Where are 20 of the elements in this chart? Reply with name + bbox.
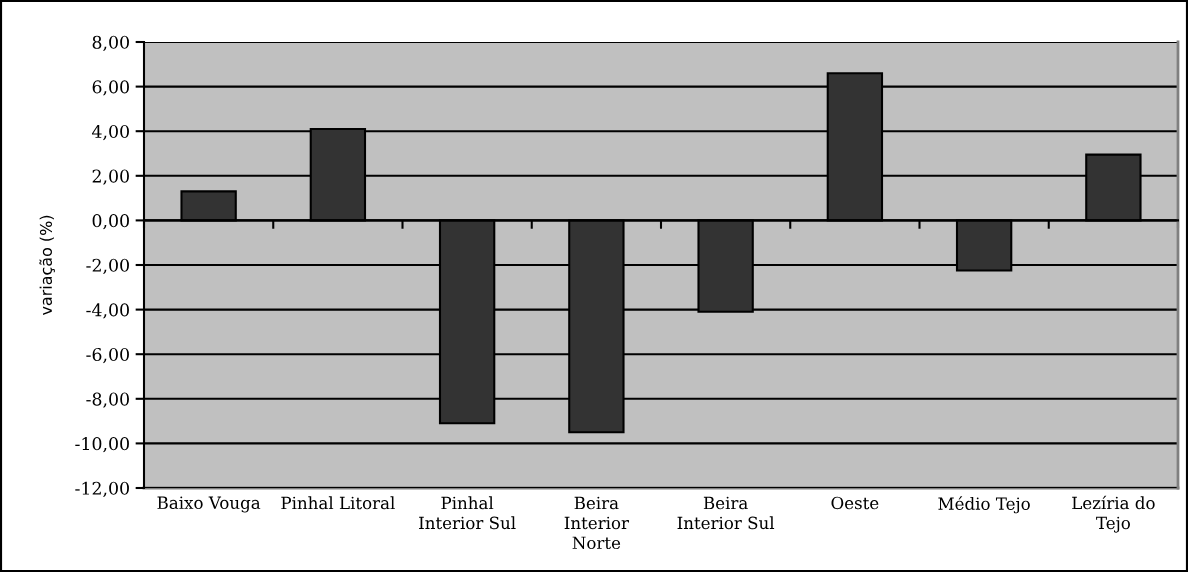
y-tick-label: 2,00 [92,169,129,185]
x-tick-label: Pinhal Litoral [281,496,395,510]
y-tick-label: -10,00 [75,437,129,453]
y-tick-label: -12,00 [75,481,129,497]
x-tick-label: Beira Interior Sul [677,496,775,530]
y-tick-label: -4,00 [86,303,129,319]
x-tick-label: Médio Tejo [938,496,1030,514]
y-tick-label: 4,00 [91,124,129,141]
y-tick-label: -8,00 [86,392,129,408]
x-tick-label: Baixo Vouga [157,496,261,513]
x-tick-label: Beira Interior Norte [564,496,629,550]
y-tick-label: 6,00 [92,80,129,96]
y-axis-title: variação (%) [39,215,55,316]
x-tick-label: Lezíria do Tejo [1072,495,1155,533]
x-tick-label: Pinhal Interior Sul [419,496,516,530]
y-tick-label: -6,00 [86,347,129,364]
y-tick-label: 8,00 [92,35,129,51]
y-tick-label: 0,00 [92,214,129,230]
y-tick-label: -2,00 [86,258,129,274]
x-tick-label: Oeste [831,496,879,510]
